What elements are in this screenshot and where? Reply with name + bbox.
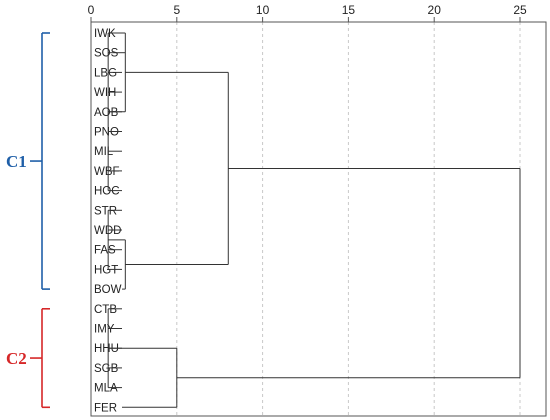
leaf-label: MLA <box>94 383 118 395</box>
leaf-label: CTB <box>94 304 117 316</box>
x-tick-label: 0 <box>88 3 95 17</box>
x-tick-label: 20 <box>428 3 442 17</box>
leaf-label: FER <box>94 402 117 414</box>
leaf-label: STR <box>94 205 117 217</box>
x-tick-label: 10 <box>256 3 270 17</box>
leaf-label: FAS <box>94 245 116 257</box>
plot-frame <box>90 21 547 417</box>
leaf-label: LBG <box>94 67 117 79</box>
leaf-label: MIL <box>94 146 114 158</box>
leaf-label: IWK <box>94 28 116 40</box>
leaf-label: IMY <box>94 324 115 336</box>
leaf-label: HHU <box>94 343 119 355</box>
leaf-label: HOC <box>94 186 120 198</box>
leaf-label: SOS <box>94 48 119 60</box>
leaf-label: BOW <box>94 284 122 296</box>
cluster-label: C2 <box>6 349 27 368</box>
leaf-label: SGB <box>94 363 119 375</box>
leaf-label: HGT <box>94 264 118 276</box>
leaf-label: AOB <box>94 107 119 119</box>
leaf-label: PNO <box>94 127 119 139</box>
cluster-label: C1 <box>6 152 27 171</box>
leaf-label: WBF <box>94 166 120 178</box>
leaf-label: WIH <box>94 87 116 99</box>
x-tick-label: 25 <box>513 3 527 17</box>
x-tick-label: 5 <box>173 3 180 17</box>
x-tick-label: 15 <box>342 3 356 17</box>
